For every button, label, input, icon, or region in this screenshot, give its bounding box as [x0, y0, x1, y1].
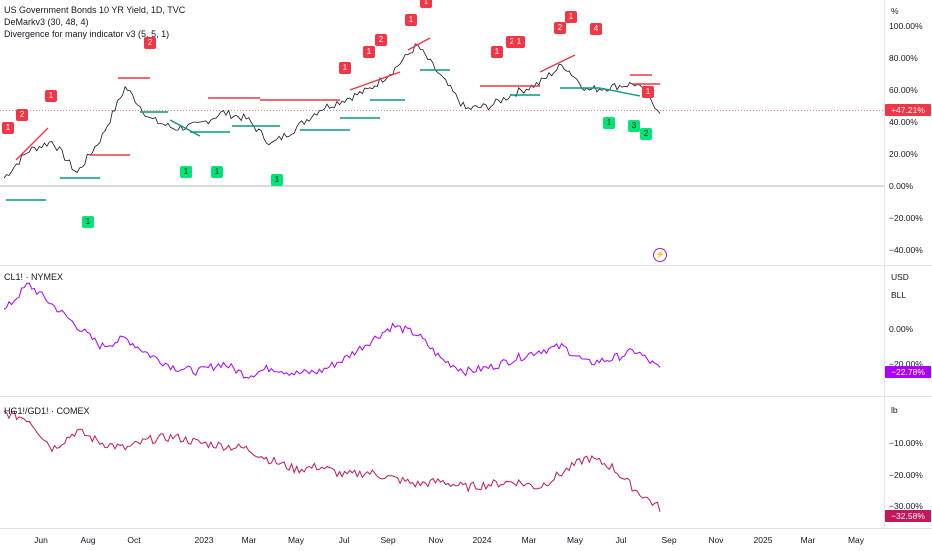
main-tick: 80.00%: [889, 53, 918, 63]
hg-legend[interactable]: HG1!/GD1! · COMEX: [4, 406, 90, 416]
time-label: Jul: [615, 535, 627, 545]
level-line: [349, 71, 401, 91]
sell-signal-marker[interactable]: 2: [16, 109, 28, 121]
buy-signal-marker[interactable]: 1: [82, 216, 94, 228]
level-line: [169, 119, 201, 137]
sell-signal-marker[interactable]: 1: [565, 11, 577, 23]
sell-signal-marker[interactable]: 2: [144, 37, 156, 49]
hg-unit-label[interactable]: lb: [891, 405, 898, 415]
sell-signal-marker[interactable]: 1: [420, 0, 432, 8]
time-label: Mar: [241, 535, 257, 545]
sell-signal-marker[interactable]: 1: [642, 86, 654, 98]
time-label: May: [847, 535, 865, 545]
sell-signal-marker[interactable]: 1: [405, 14, 417, 26]
series-line: [3, 282, 661, 379]
time-label: Oct: [127, 535, 141, 545]
cl-tick: 0.00%: [889, 324, 914, 334]
legend-indicator-demark[interactable]: DeMarkv3 (30, 48, 4): [4, 17, 89, 27]
time-label: Mar: [800, 535, 816, 545]
series-line: [3, 43, 661, 179]
time-label: 2024: [472, 535, 492, 545]
buy-signal-marker[interactable]: 1: [603, 117, 615, 129]
main-tick: 20.00%: [889, 149, 918, 159]
cl-chart-svg[interactable]: [0, 266, 884, 396]
buy-signal-marker[interactable]: 1: [211, 166, 223, 178]
time-label: May: [566, 535, 584, 545]
cl-price-scale[interactable]: USD BLL 0.00% −20.00% −22.78%: [884, 266, 932, 396]
series-line: [3, 410, 661, 512]
sell-signal-marker[interactable]: 1: [45, 90, 57, 102]
level-line: [15, 127, 49, 161]
level-line: [539, 54, 576, 73]
main-tick: −40.00%: [889, 245, 923, 255]
hg-tick: −20.00%: [889, 470, 923, 480]
hg-plot-area[interactable]: HG1!/GD1! · COMEX: [0, 397, 884, 528]
main-legend[interactable]: US Government Bonds 10 YR Yield, 1D, TVC…: [4, 4, 185, 40]
main-plot-area[interactable]: US Government Bonds 10 YR Yield, 1D, TVC…: [0, 0, 884, 265]
main-tick: −20.00%: [889, 213, 923, 223]
cl-unit-label-2[interactable]: BLL: [891, 290, 907, 300]
sell-signal-marker[interactable]: 1: [339, 62, 351, 74]
sell-signal-marker[interactable]: 1: [491, 46, 503, 58]
sell-signal-marker[interactable]: 1: [363, 46, 375, 58]
pane-separator[interactable]: [0, 265, 932, 266]
buy-signal-marker[interactable]: 3: [628, 120, 640, 132]
buy-signal-marker[interactable]: 1: [180, 166, 192, 178]
hg-price-scale[interactable]: lb −10.00% −20.00% −30.00% −32.58%: [884, 397, 932, 528]
main-chart-svg[interactable]: [0, 0, 884, 265]
level-line: [599, 87, 641, 97]
level-line: [407, 37, 431, 51]
time-label: Mar: [521, 535, 537, 545]
hg-pane[interactable]: HG1!/GD1! · COMEX lb −10.00% −20.00% −30…: [0, 397, 932, 528]
cl-tick: −20.00%: [889, 359, 923, 369]
buy-signal-marker[interactable]: 2: [640, 128, 652, 140]
main-last-value-tag: +47.21%: [885, 104, 931, 116]
main-tick: 0.00%: [889, 181, 914, 191]
cl-plot-area[interactable]: CL1! · NYMEX: [0, 266, 884, 396]
legend-indicator-divergence[interactable]: Divergence for many indicator v3 (5, 5, …: [4, 29, 170, 39]
time-label: Nov: [708, 535, 724, 545]
time-label: Sep: [661, 535, 677, 545]
time-label: Aug: [80, 535, 96, 545]
sell-signal-marker[interactable]: 1: [513, 36, 525, 48]
time-label: May: [287, 535, 305, 545]
flash-icon[interactable]: ⚡: [653, 248, 667, 262]
time-label: Jun: [34, 535, 48, 545]
time-label: Jul: [338, 535, 350, 545]
pane-separator[interactable]: [0, 396, 932, 397]
main-price-scale[interactable]: % 100.00% 80.00% 60.00% 40.00% 20.00% 0.…: [884, 0, 932, 265]
cl-pane[interactable]: CL1! · NYMEX USD BLL 0.00% −20.00% −22.7…: [0, 266, 932, 396]
hg-last-value-tag: −32.58%: [885, 510, 931, 522]
buy-signal-marker[interactable]: 1: [271, 174, 283, 186]
sell-signal-marker[interactable]: 1: [2, 122, 14, 134]
time-label: Nov: [428, 535, 444, 545]
sell-signal-marker[interactable]: 2: [375, 34, 387, 46]
cl-unit-label[interactable]: USD: [891, 272, 909, 282]
main-unit-label[interactable]: %: [891, 6, 899, 16]
main-pane[interactable]: US Government Bonds 10 YR Yield, 1D, TVC…: [0, 0, 932, 265]
cl-last-value-tag: −22.78%: [885, 366, 931, 378]
legend-symbol-title[interactable]: US Government Bonds 10 YR Yield, 1D, TVC: [4, 5, 186, 15]
time-label: 2025: [753, 535, 773, 545]
time-label: 2023: [194, 535, 214, 545]
main-tick: 100.00%: [889, 21, 923, 31]
main-tick: 40.00%: [889, 117, 918, 127]
cl-legend[interactable]: CL1! · NYMEX: [4, 272, 64, 282]
main-tick: 60.00%: [889, 85, 918, 95]
hg-tick: −10.00%: [889, 438, 923, 448]
hg-chart-svg[interactable]: [0, 397, 884, 528]
sell-signal-marker[interactable]: 2: [554, 22, 566, 34]
sell-signal-marker[interactable]: 4: [590, 23, 602, 35]
time-axis[interactable]: [0, 528, 932, 551]
time-label: Sep: [380, 535, 396, 545]
hg-tick: −30.00%: [889, 501, 923, 511]
